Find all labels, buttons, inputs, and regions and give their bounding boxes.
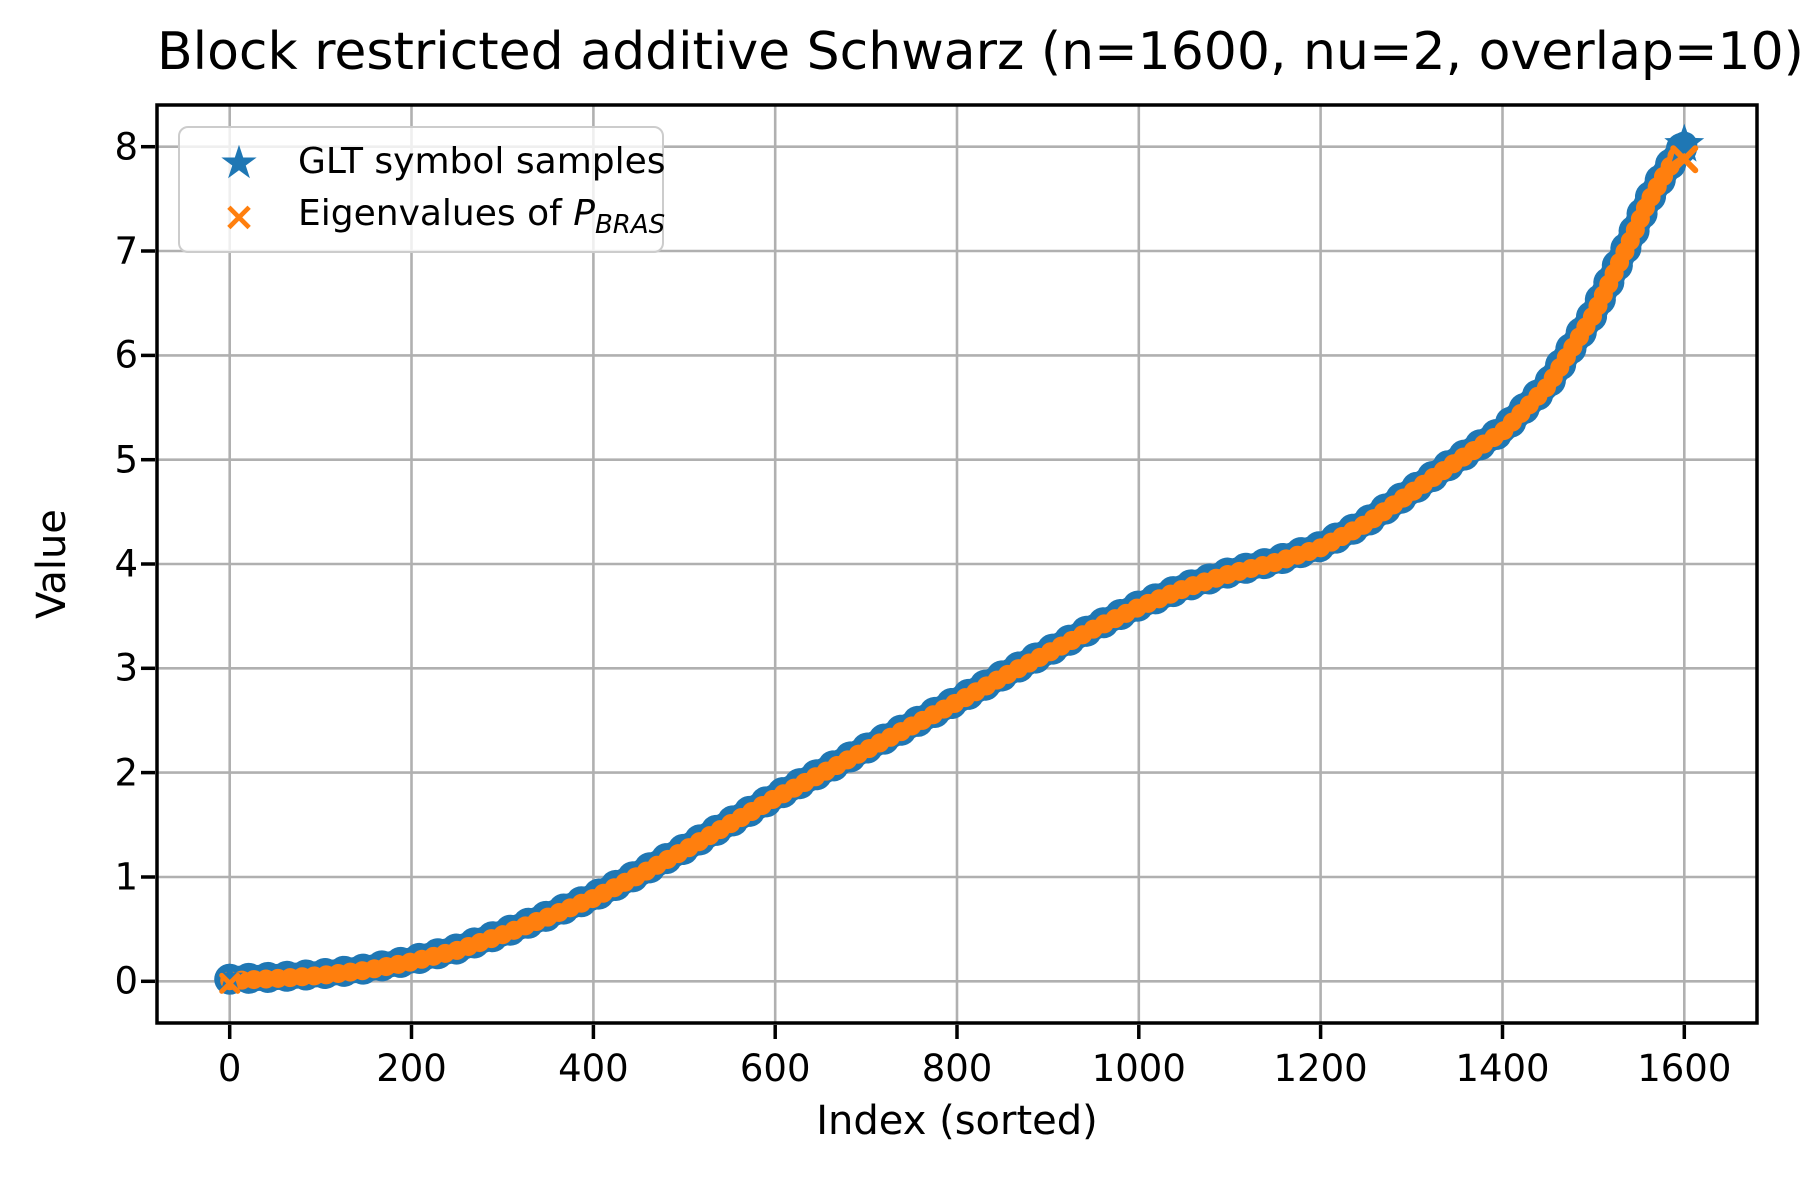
x-marker-icon: × xyxy=(222,193,256,240)
chart-title: Block restricted additive Schwarz (n=160… xyxy=(157,22,1800,82)
y-tick-label: 6 xyxy=(114,333,138,377)
x-tick-label: 1000 xyxy=(1091,1047,1186,1090)
x-tick-label: 0 xyxy=(217,1047,242,1090)
star-marker-icon: ★ xyxy=(218,134,260,189)
y-tick-label: 4 xyxy=(114,542,138,586)
x-tick-label: 400 xyxy=(558,1047,629,1090)
x-axis-label: Index (sorted) xyxy=(816,1098,1098,1144)
y-tick-label: 7 xyxy=(114,229,138,273)
y-tick-label: 5 xyxy=(114,438,138,482)
legend: ★ GLT symbol samples × Eigenvalues of PB… xyxy=(178,126,666,253)
y-tick-label: 8 xyxy=(114,125,138,169)
y-tick-label: 1 xyxy=(114,855,138,899)
y-tick-label: 2 xyxy=(114,751,138,795)
x-tick-label: 1200 xyxy=(1273,1047,1368,1090)
legend-item-glt-samples: ★ GLT symbol samples xyxy=(180,134,665,189)
x-tick-label: 200 xyxy=(376,1047,447,1090)
y-tick-label: 0 xyxy=(114,959,138,1003)
y-tick-label: 3 xyxy=(114,646,138,690)
legend-label: Eigenvalues of PBRAS xyxy=(298,193,666,241)
legend-item-eigenvalues: × Eigenvalues of PBRAS xyxy=(180,193,666,241)
legend-label: GLT symbol samples xyxy=(298,141,666,183)
x-tick-label: 1400 xyxy=(1455,1047,1550,1090)
x-tick-label: 600 xyxy=(739,1047,811,1090)
x-tick-label: 1600 xyxy=(1637,1047,1732,1090)
x-tick-label: 800 xyxy=(921,1047,993,1090)
